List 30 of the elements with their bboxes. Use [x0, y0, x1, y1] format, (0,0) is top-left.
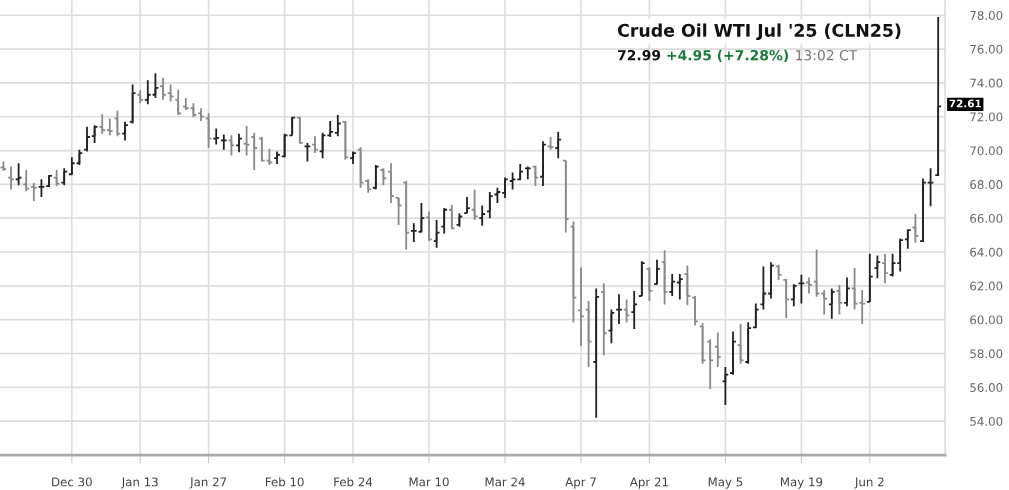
y-tick-label: 66.00: [970, 213, 1003, 223]
x-tick-label: Dec 30: [52, 477, 92, 487]
y-tick-label: 70.00: [970, 146, 1003, 156]
y-tick-label: 74.00: [970, 78, 1003, 88]
x-tick-label: Apr 7: [565, 477, 596, 489]
x-tick-label: Jun 2: [854, 477, 884, 489]
x-tick-label: May 19: [780, 477, 823, 489]
y-tick-label: 62.00: [970, 281, 1003, 291]
x-tick-label: Feb 24: [334, 477, 373, 487]
text: Crude Oil WTI Jul '25 (CLN25): [617, 23, 901, 41]
x-tick-label: May 5: [708, 477, 743, 489]
x-tick-label: Mar 24: [485, 477, 525, 487]
x-tick-label: Mar 10: [409, 477, 449, 487]
annotation: 13:02 CT: [796, 49, 858, 61]
y-tick-label: 54.00: [970, 416, 1003, 426]
x-tick-label: Jan 27: [189, 477, 227, 489]
annotation: 72.99: [618, 49, 661, 61]
y-tick-label: 76.00: [970, 44, 1003, 54]
annotation: +4.95 (+7.28%): [667, 49, 789, 63]
y-tick-label: 58.00: [970, 349, 1003, 359]
x-tick-label: Apr 21: [629, 477, 668, 489]
y-tick-label: 56.00: [970, 383, 1003, 393]
x-tick-label: Feb 10: [265, 477, 304, 487]
text: 72.61: [949, 99, 982, 108]
y-tick-label: 64.00: [970, 247, 1003, 257]
y-tick-label: 78.00: [970, 10, 1003, 20]
y-tick-label: 72.00: [970, 112, 1003, 122]
y-tick-label: 68.00: [970, 180, 1003, 190]
x-tick-label: Jan 13: [121, 477, 158, 489]
y-tick-label: 60.00: [970, 315, 1003, 325]
